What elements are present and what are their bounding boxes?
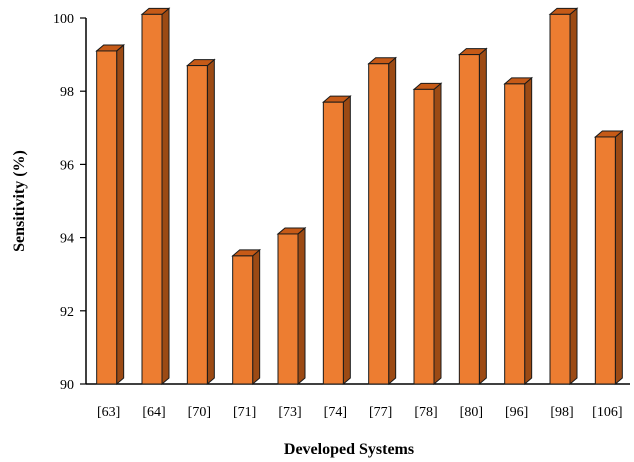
bar-front-face	[96, 50, 118, 385]
bar	[231, 248, 262, 386]
bar	[276, 226, 307, 386]
bar-front-face	[413, 88, 435, 385]
y-tick-label: 98	[60, 85, 74, 100]
bar	[548, 7, 579, 386]
bar-side-face	[116, 43, 125, 386]
y-tick-label: 90	[60, 378, 74, 393]
x-tick-label: [64]	[142, 405, 165, 420]
bar	[457, 47, 488, 386]
y-tick-label: 94	[60, 232, 74, 247]
y-ticks: 90 92 94 96 98 100	[53, 12, 86, 393]
axes	[85, 18, 630, 385]
x-axis-title: Developed Systems	[284, 441, 414, 458]
bar-side-face	[161, 7, 170, 386]
x-ticks: [63] [64] [70] [71] [73] [74] [77] [78] [80] [96]…	[97, 405, 622, 420]
bar-side-face	[614, 129, 623, 386]
bar-front-face	[504, 83, 526, 385]
bar	[503, 76, 534, 386]
bar-front-face	[141, 13, 163, 385]
bar-side-face	[252, 248, 261, 386]
bar-front-face	[277, 233, 299, 385]
bar-side-face	[297, 226, 306, 386]
x-tick-label: [78]	[414, 405, 437, 420]
x-tick-label: [96]	[505, 405, 528, 420]
bar-front-face	[458, 54, 480, 385]
bar	[412, 82, 443, 386]
bar-side-face	[388, 56, 397, 386]
bar	[140, 7, 171, 386]
bar-front-face	[232, 255, 254, 385]
bar-side-face	[342, 95, 351, 386]
x-tick-label: [70]	[188, 405, 211, 420]
bar	[593, 129, 624, 386]
bars	[95, 7, 624, 386]
bar-front-face	[594, 136, 616, 385]
x-tick-label: [106]	[592, 405, 622, 420]
x-tick-label: [73]	[278, 405, 301, 420]
x-tick-label: [80]	[460, 405, 483, 420]
bar-side-face	[433, 82, 442, 386]
bar-side-face	[569, 7, 578, 386]
bar-front-face	[322, 101, 344, 385]
bar-front-face	[368, 63, 390, 385]
bar	[95, 43, 126, 386]
bar-side-face	[478, 47, 487, 386]
y-tick-label: 96	[60, 158, 74, 173]
bar-front-face	[549, 13, 571, 385]
bar	[321, 95, 352, 386]
x-tick-label: [74]	[324, 405, 347, 420]
x-tick-label: [77]	[369, 405, 392, 420]
bar-front-face	[186, 65, 208, 385]
x-tick-label: [71]	[233, 405, 256, 420]
bar-side-face	[206, 58, 215, 386]
bar	[367, 56, 398, 386]
y-tick-label: 92	[60, 305, 74, 320]
y-axis-title: Sensitivity (%)	[11, 150, 28, 252]
bar-side-face	[524, 76, 533, 386]
x-tick-label: [63]	[97, 405, 120, 420]
bar	[185, 58, 216, 386]
y-tick-label: 100	[53, 12, 74, 27]
x-tick-label: [98]	[550, 405, 573, 420]
